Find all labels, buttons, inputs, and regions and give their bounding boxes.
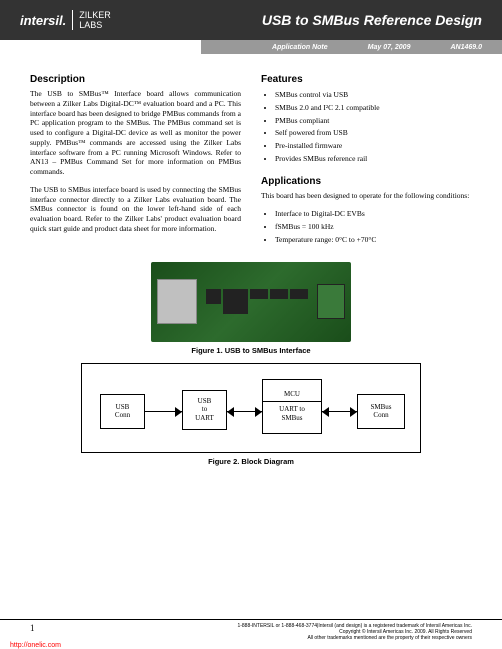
meta-bar: Application Note May 07, 2009 AN1469.0 (0, 40, 502, 54)
app-note-label: Application Note (272, 44, 328, 51)
watermark: http://onelic.com (10, 642, 61, 649)
footer-legal: 1-888-INTERSIL or 1-888-468-3774|Intersi… (237, 623, 472, 641)
left-column: Description The USB to SMBus™ Interface … (30, 74, 241, 257)
list-item: Pre-installed firmware (275, 140, 472, 153)
list-item: Self powered from USB (275, 127, 472, 140)
applications-heading: Applications (261, 176, 472, 187)
features-heading: Features (261, 74, 472, 85)
chip-graphic (223, 289, 248, 314)
board-image (151, 262, 351, 342)
arrow-icon (322, 407, 329, 417)
doc-num-label: AN1469.0 (450, 44, 482, 51)
chip-graphic (290, 289, 308, 299)
arrow-icon (175, 407, 182, 417)
applications-intro: This board has been designed to operate … (261, 191, 472, 201)
list-item: SMBus control via USB (275, 89, 472, 102)
fig2-caption: Figure 2. Block Diagram (30, 457, 472, 466)
list-item: PMBus compliant (275, 115, 472, 128)
list-item: SMBus 2.0 and I²C 2.1 compatible (275, 102, 472, 115)
footer: 1 1-888-INTERSIL or 1-888-468-3774|Inter… (0, 619, 502, 641)
description-p1: The USB to SMBus™ Interface board allows… (30, 89, 241, 177)
chip-graphic (250, 289, 268, 299)
list-item: Interface to Digital-DC EVBs (275, 208, 472, 221)
block-diagram: USB Conn USB to UART MCU UART to SMBus S… (81, 363, 421, 453)
usb-connector-graphic (157, 279, 197, 324)
fig1-caption: Figure 1. USB to SMBus Interface (30, 346, 472, 355)
mcu-top-label: MCU (284, 390, 300, 398)
diagram-box-mcu: MCU UART to SMBus (262, 379, 322, 434)
footer-line: All other trademarks mentioned are the p… (237, 635, 472, 641)
diagram-box-usb-conn: USB Conn (100, 394, 145, 429)
list-item: Provides SMBus reference rail (275, 153, 472, 166)
applications-list: Interface to Digital-DC EVBs fSMBus = 10… (261, 208, 472, 246)
diagram-box-smbus-conn: SMBus Conn (357, 394, 405, 429)
arrow-icon (227, 407, 234, 417)
right-column: Features SMBus control via USB SMBus 2.0… (261, 74, 472, 257)
description-p2: The USB to SMBus interface board is used… (30, 185, 241, 234)
page-number: 1 (30, 623, 35, 633)
list-item: fSMBus = 100 kHz (275, 221, 472, 234)
arrow-icon (350, 407, 357, 417)
content-area: Description The USB to SMBus™ Interface … (0, 54, 502, 257)
diagram-box-usb-uart: USB to UART (182, 390, 227, 430)
figures-area: Figure 1. USB to SMBus Interface USB Con… (0, 262, 502, 466)
list-item: Temperature range: 0°C to +70°C (275, 234, 472, 247)
document-title: USB to SMBus Reference Design (262, 12, 482, 28)
intersil-logo: intersil. (20, 13, 66, 28)
chip-graphic (206, 289, 221, 304)
description-heading: Description (30, 74, 241, 85)
features-list: SMBus control via USB SMBus 2.0 and I²C … (261, 89, 472, 166)
chips-area (201, 289, 313, 314)
pin-header-graphic (317, 284, 345, 319)
arrow-icon (255, 407, 262, 417)
logos: intersil. ZILKERLABS (20, 10, 111, 30)
diagram-divider (263, 401, 321, 402)
zilker-logo: ZILKERLABS (72, 10, 111, 30)
mcu-bot-label: UART to SMBus (279, 405, 305, 422)
header-bar: intersil. ZILKERLABS USB to SMBus Refere… (0, 0, 502, 40)
date-label: May 07, 2009 (368, 44, 411, 51)
chip-graphic (270, 289, 288, 299)
